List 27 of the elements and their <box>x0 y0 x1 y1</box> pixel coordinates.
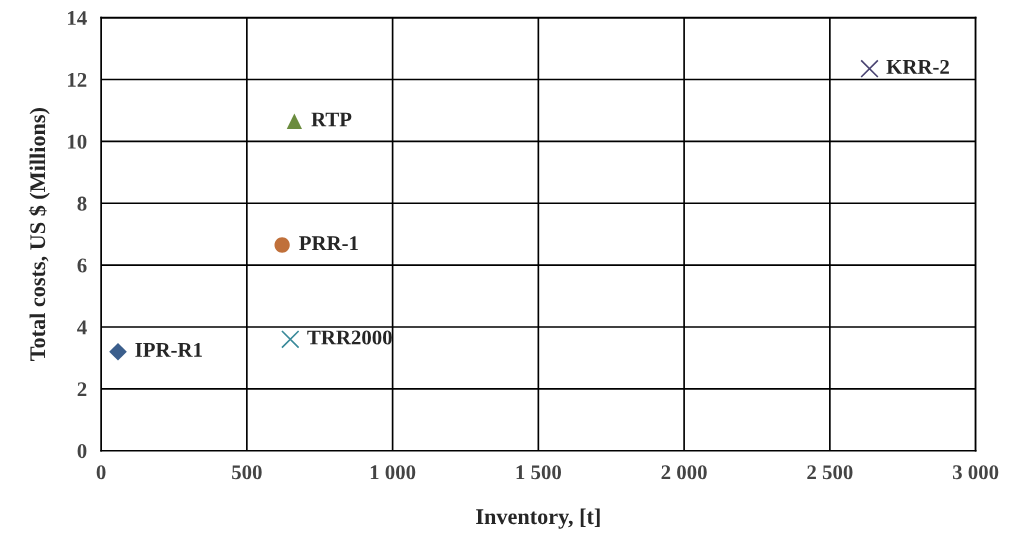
y-tick-label: 0 <box>77 444 87 459</box>
point <box>286 113 303 129</box>
y-tick-label: 2 <box>77 382 87 397</box>
y-tick-label: 4 <box>77 320 87 335</box>
y-tick-label: 14 <box>68 11 87 25</box>
y-axis-title: Total costs, US $ (Millions) <box>28 108 50 361</box>
x-tick-label: 0 <box>96 465 106 480</box>
x-tick-label: 2 000 <box>661 465 707 480</box>
series-label: KRR-2 <box>886 59 949 74</box>
x-tick-label: 2 500 <box>807 465 853 480</box>
y-tick-label: 6 <box>77 258 87 273</box>
point <box>281 330 300 349</box>
point <box>109 342 127 361</box>
y-tick-label: 12 <box>68 72 87 87</box>
point <box>274 237 290 253</box>
series-label: PRR-1 <box>299 236 358 251</box>
y-tick-label: 10 <box>68 134 87 149</box>
series-label: RTP <box>311 112 352 127</box>
y-tick-label: 8 <box>77 196 87 211</box>
x-tick-label: 3 000 <box>952 465 999 480</box>
x-tick-label: 1 000 <box>370 465 416 480</box>
point <box>860 59 879 78</box>
x-axis-title: Inventory, [t] <box>476 508 600 529</box>
x-tick-label: 1 500 <box>516 465 561 480</box>
series-label: IPR-R1 <box>135 342 202 357</box>
x-tick-label: 500 <box>232 465 262 480</box>
series-label: TRR2000 <box>307 330 392 345</box>
